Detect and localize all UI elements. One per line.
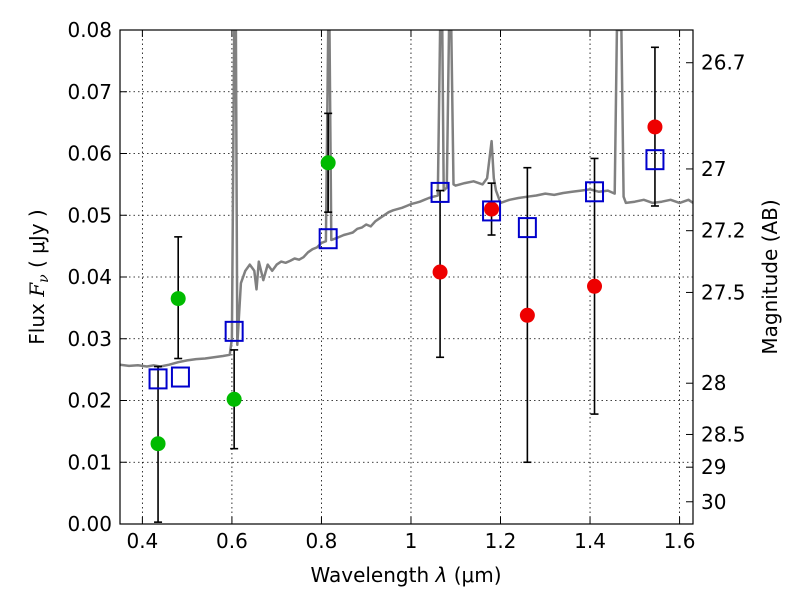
y-tick-label: 0.04 <box>67 265 112 289</box>
x-tick-label: 1.6 <box>664 529 696 553</box>
model-square-marker <box>585 181 605 203</box>
marker-layer <box>148 119 665 452</box>
x-tick-label: 1.4 <box>574 529 606 553</box>
model-square-marker <box>430 181 450 203</box>
x-tick-label: 1 <box>405 529 418 553</box>
green-data-point <box>150 436 166 452</box>
spectrum-layer <box>120 30 693 368</box>
green-data-point <box>320 155 336 171</box>
spectrum-line <box>120 30 693 368</box>
model-square-marker <box>482 200 502 222</box>
mag-tick-label: 27.2 <box>701 219 746 243</box>
y-tick-label: 0.06 <box>67 142 112 166</box>
model-square-marker <box>224 320 244 342</box>
y-axis-title: Flux Fν ( μJy ) <box>25 209 52 344</box>
y-tick-label: 0.07 <box>67 80 112 104</box>
green-data-point <box>226 391 242 407</box>
model-square-marker <box>148 368 168 390</box>
y-tick-label: 0.02 <box>67 389 112 413</box>
y-tick-label: 0.08 <box>67 18 112 42</box>
y-tick-label: 0.05 <box>67 203 112 227</box>
model-square-marker <box>170 366 190 388</box>
mag-tick-label: 27 <box>701 157 726 181</box>
x-tick-label: 1.2 <box>485 529 517 553</box>
red-data-point <box>587 278 603 294</box>
y-tick-label: 0.03 <box>67 327 112 351</box>
red-data-point <box>432 264 448 280</box>
red-data-point <box>519 307 535 323</box>
red-data-point <box>484 201 500 217</box>
green-data-point <box>170 291 186 307</box>
mag-tick-label: 29 <box>701 455 726 479</box>
red-data-point <box>647 119 663 135</box>
y-tick-label: 0.01 <box>67 450 112 474</box>
mag-tick-label: 28 <box>701 371 726 395</box>
grid <box>120 29 693 525</box>
mag-tick-label: 30 <box>701 490 726 514</box>
model-square-marker <box>318 228 338 250</box>
mag-tick-label: 27.5 <box>701 280 746 304</box>
ticks: 0.4 0.6 0.8 1 1.2 1.4 1.6 0.00 0.01 0.02 0.03 0.04 0… <box>67 18 745 553</box>
x-tick-label: 0.6 <box>216 529 248 553</box>
x-tick-label: 0.8 <box>306 529 338 553</box>
y-tick-label: 0.00 <box>67 512 112 536</box>
right-axis-title: Magnitude (AB) <box>758 199 782 354</box>
mag-tick-label: 26.7 <box>701 51 746 75</box>
x-tick-label: 0.4 <box>126 529 158 553</box>
errorbar-layer <box>154 46 659 523</box>
model-square-marker <box>517 217 537 239</box>
mag-tick-label: 28.5 <box>701 422 746 446</box>
x-axis-title: Wavelength λ (μm) <box>310 563 501 587</box>
model-square-marker <box>645 149 665 171</box>
